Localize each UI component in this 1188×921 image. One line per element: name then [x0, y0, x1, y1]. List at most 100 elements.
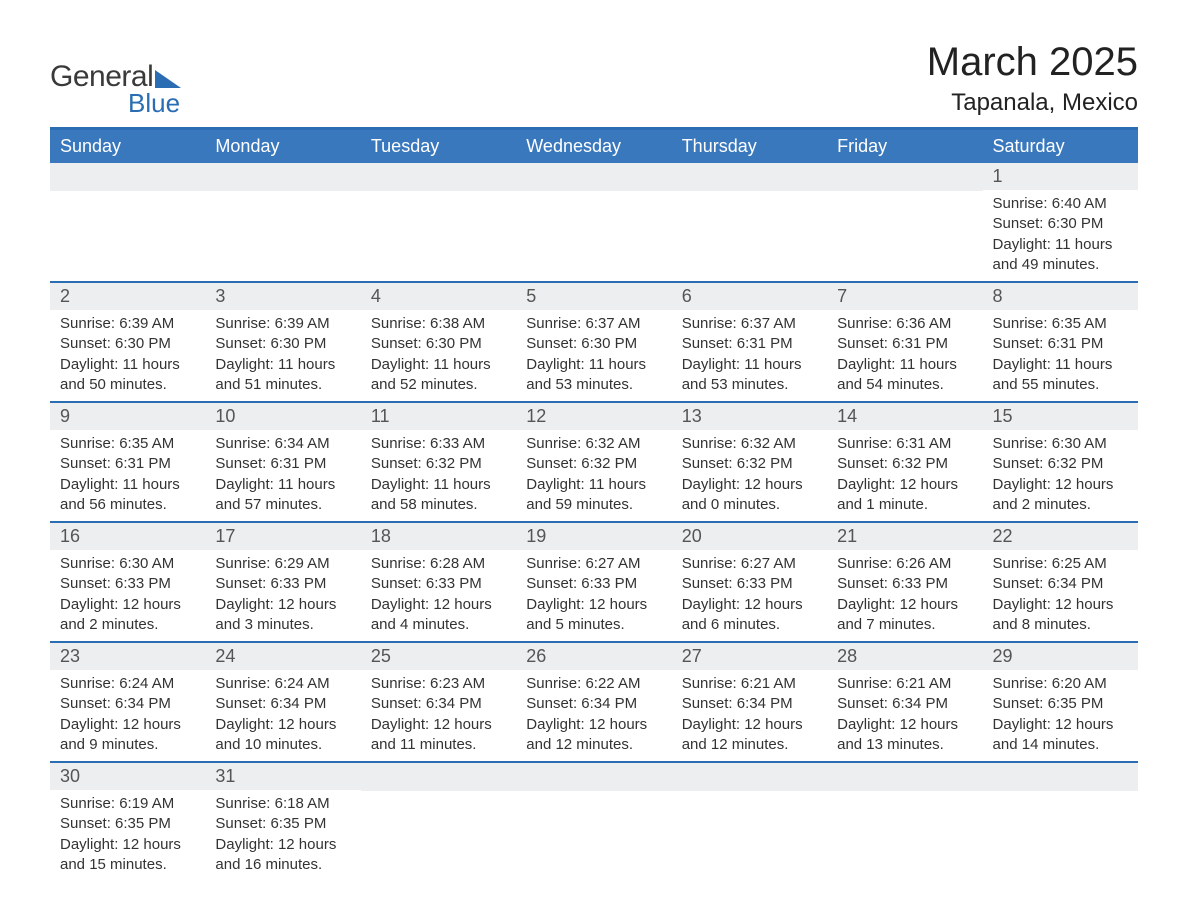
day-cell [361, 163, 516, 282]
sunset-line: Sunset: 6:34 PM [371, 694, 506, 714]
day-details: Sunrise: 6:38 AMSunset: 6:30 PMDaylight:… [361, 310, 516, 401]
sunset-line: Sunset: 6:30 PM [60, 334, 195, 354]
sunset-line: Sunset: 6:32 PM [837, 454, 972, 474]
day-number: 27 [672, 643, 827, 670]
day-number: 31 [205, 763, 360, 790]
day-cell: 6Sunrise: 6:37 AMSunset: 6:31 PMDaylight… [672, 282, 827, 402]
day-number: 20 [672, 523, 827, 550]
sunset-line: Sunset: 6:32 PM [682, 454, 817, 474]
sunset-line: Sunset: 6:31 PM [993, 334, 1128, 354]
sunrise-line: Sunrise: 6:39 AM [60, 314, 195, 334]
day-details: Sunrise: 6:24 AMSunset: 6:34 PMDaylight:… [50, 670, 205, 761]
daylight-line: Daylight: 12 hours and 3 minutes. [215, 595, 350, 636]
sunset-line: Sunset: 6:32 PM [526, 454, 661, 474]
day-cell: 23Sunrise: 6:24 AMSunset: 6:34 PMDayligh… [50, 642, 205, 762]
empty-day-header [983, 763, 1138, 791]
day-number: 3 [205, 283, 360, 310]
day-number: 17 [205, 523, 360, 550]
sunrise-line: Sunrise: 6:40 AM [993, 194, 1128, 214]
sunrise-line: Sunrise: 6:37 AM [526, 314, 661, 334]
sunrise-line: Sunrise: 6:30 AM [60, 554, 195, 574]
day-details: Sunrise: 6:35 AMSunset: 6:31 PMDaylight:… [50, 430, 205, 521]
day-cell: 4Sunrise: 6:38 AMSunset: 6:30 PMDaylight… [361, 282, 516, 402]
sunset-line: Sunset: 6:35 PM [993, 694, 1128, 714]
day-number: 14 [827, 403, 982, 430]
daylight-line: Daylight: 12 hours and 5 minutes. [526, 595, 661, 636]
daylight-line: Daylight: 12 hours and 16 minutes. [215, 835, 350, 876]
daylight-line: Daylight: 11 hours and 55 minutes. [993, 355, 1128, 396]
day-cell: 25Sunrise: 6:23 AMSunset: 6:34 PMDayligh… [361, 642, 516, 762]
week-row: 9Sunrise: 6:35 AMSunset: 6:31 PMDaylight… [50, 402, 1138, 522]
day-details: Sunrise: 6:24 AMSunset: 6:34 PMDaylight:… [205, 670, 360, 761]
daylight-line: Daylight: 12 hours and 12 minutes. [682, 715, 817, 756]
sunrise-line: Sunrise: 6:32 AM [682, 434, 817, 454]
day-cell: 7Sunrise: 6:36 AMSunset: 6:31 PMDaylight… [827, 282, 982, 402]
day-cell [50, 163, 205, 282]
day-details: Sunrise: 6:40 AMSunset: 6:30 PMDaylight:… [983, 190, 1138, 281]
daylight-line: Daylight: 12 hours and 15 minutes. [60, 835, 195, 876]
sunrise-line: Sunrise: 6:26 AM [837, 554, 972, 574]
day-details: Sunrise: 6:27 AMSunset: 6:33 PMDaylight:… [516, 550, 671, 641]
day-cell [827, 762, 982, 881]
day-cell [827, 163, 982, 282]
sunrise-line: Sunrise: 6:25 AM [993, 554, 1128, 574]
daylight-line: Daylight: 12 hours and 2 minutes. [60, 595, 195, 636]
empty-day-header [672, 163, 827, 191]
sunrise-line: Sunrise: 6:28 AM [371, 554, 506, 574]
day-number: 10 [205, 403, 360, 430]
day-number: 24 [205, 643, 360, 670]
day-header: Friday [827, 129, 982, 164]
day-cell: 13Sunrise: 6:32 AMSunset: 6:32 PMDayligh… [672, 402, 827, 522]
sunrise-line: Sunrise: 6:34 AM [215, 434, 350, 454]
daylight-line: Daylight: 12 hours and 1 minute. [837, 475, 972, 516]
day-details: Sunrise: 6:21 AMSunset: 6:34 PMDaylight:… [827, 670, 982, 761]
sunrise-line: Sunrise: 6:22 AM [526, 674, 661, 694]
sunset-line: Sunset: 6:30 PM [526, 334, 661, 354]
empty-day-header [827, 163, 982, 191]
sunrise-line: Sunrise: 6:30 AM [993, 434, 1128, 454]
sunset-line: Sunset: 6:31 PM [215, 454, 350, 474]
daylight-line: Daylight: 12 hours and 8 minutes. [993, 595, 1128, 636]
day-number: 22 [983, 523, 1138, 550]
day-details: Sunrise: 6:30 AMSunset: 6:33 PMDaylight:… [50, 550, 205, 641]
sunrise-line: Sunrise: 6:24 AM [215, 674, 350, 694]
day-header: Sunday [50, 129, 205, 164]
empty-day-header [516, 163, 671, 191]
day-cell: 29Sunrise: 6:20 AMSunset: 6:35 PMDayligh… [983, 642, 1138, 762]
daylight-line: Daylight: 11 hours and 49 minutes. [993, 235, 1128, 276]
daylight-line: Daylight: 12 hours and 13 minutes. [837, 715, 972, 756]
empty-day-header [516, 763, 671, 791]
sunset-line: Sunset: 6:30 PM [993, 214, 1128, 234]
sunrise-line: Sunrise: 6:20 AM [993, 674, 1128, 694]
sunset-line: Sunset: 6:31 PM [837, 334, 972, 354]
day-header: Wednesday [516, 129, 671, 164]
sunset-line: Sunset: 6:34 PM [993, 574, 1128, 594]
day-cell: 12Sunrise: 6:32 AMSunset: 6:32 PMDayligh… [516, 402, 671, 522]
header-row: General Blue March 2025 Tapanala, Mexico [50, 40, 1138, 119]
day-cell: 8Sunrise: 6:35 AMSunset: 6:31 PMDaylight… [983, 282, 1138, 402]
daylight-line: Daylight: 11 hours and 59 minutes. [526, 475, 661, 516]
sunset-line: Sunset: 6:33 PM [837, 574, 972, 594]
empty-day-header [672, 763, 827, 791]
daylight-line: Daylight: 11 hours and 53 minutes. [682, 355, 817, 396]
day-number: 9 [50, 403, 205, 430]
sunrise-line: Sunrise: 6:21 AM [682, 674, 817, 694]
day-number: 7 [827, 283, 982, 310]
day-number: 13 [672, 403, 827, 430]
day-details: Sunrise: 6:28 AMSunset: 6:33 PMDaylight:… [361, 550, 516, 641]
week-row: 23Sunrise: 6:24 AMSunset: 6:34 PMDayligh… [50, 642, 1138, 762]
sunrise-line: Sunrise: 6:35 AM [60, 434, 195, 454]
sunrise-line: Sunrise: 6:24 AM [60, 674, 195, 694]
day-number: 30 [50, 763, 205, 790]
day-cell [205, 163, 360, 282]
week-row: 30Sunrise: 6:19 AMSunset: 6:35 PMDayligh… [50, 762, 1138, 881]
day-details: Sunrise: 6:39 AMSunset: 6:30 PMDaylight:… [50, 310, 205, 401]
day-details: Sunrise: 6:32 AMSunset: 6:32 PMDaylight:… [516, 430, 671, 521]
daylight-line: Daylight: 11 hours and 50 minutes. [60, 355, 195, 396]
day-cell: 20Sunrise: 6:27 AMSunset: 6:33 PMDayligh… [672, 522, 827, 642]
daylight-line: Daylight: 11 hours and 52 minutes. [371, 355, 506, 396]
sunset-line: Sunset: 6:34 PM [682, 694, 817, 714]
sunrise-line: Sunrise: 6:27 AM [682, 554, 817, 574]
day-cell [361, 762, 516, 881]
week-row: 16Sunrise: 6:30 AMSunset: 6:33 PMDayligh… [50, 522, 1138, 642]
